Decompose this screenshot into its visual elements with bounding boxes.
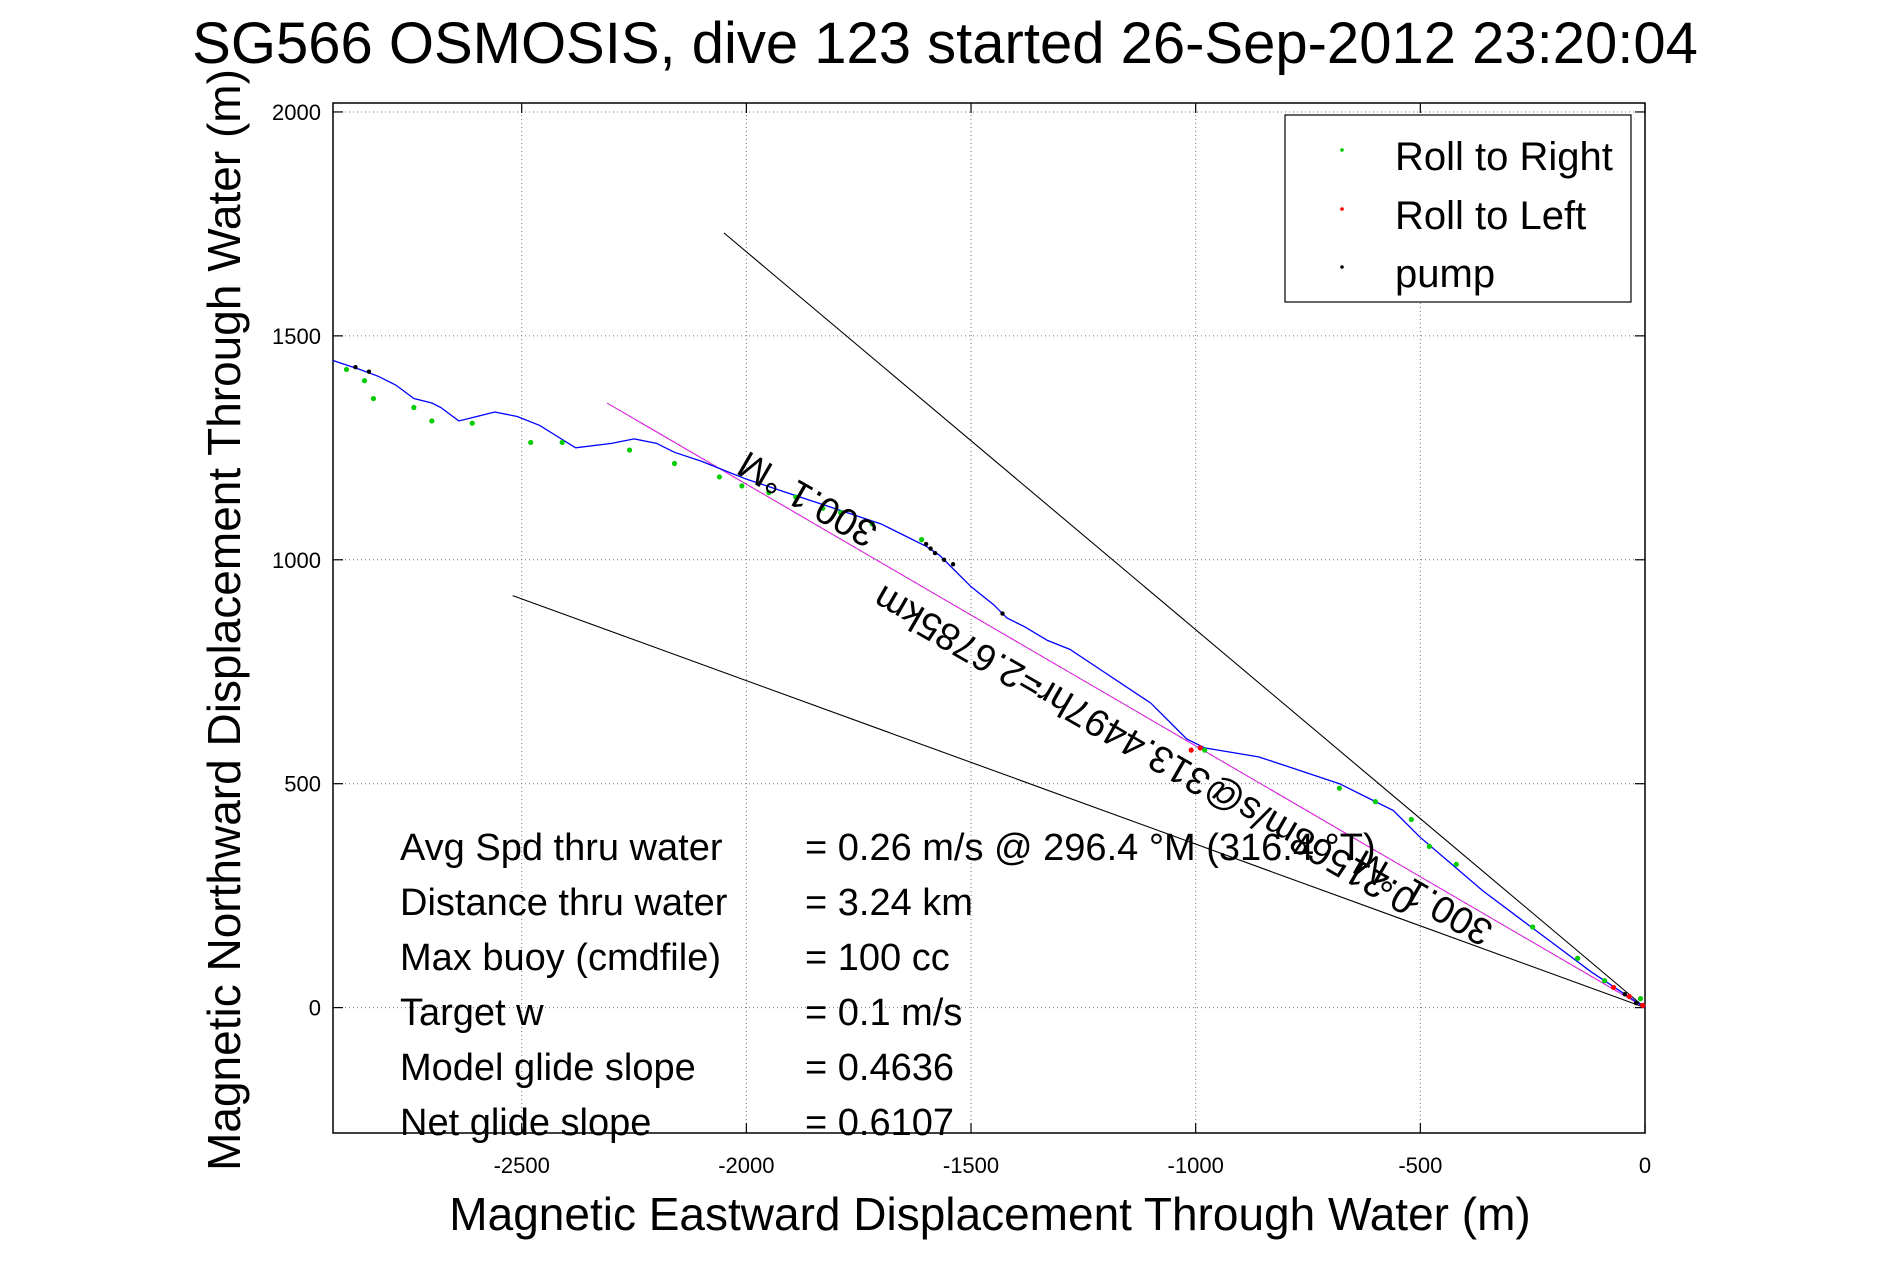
y-axis-label: Magnetic Northward Displacement Through …: [198, 69, 250, 1171]
roll-right-marker: [411, 404, 417, 411]
legend-label-pump: pump: [1395, 252, 1495, 296]
roll-right-marker: [1601, 978, 1608, 984]
roll-left-marker: [1610, 984, 1617, 991]
stat-distance-label: Distance thru water: [400, 882, 728, 924]
x-tick-label: -2500: [494, 1153, 550, 1178]
roll-left-marker: [1197, 745, 1203, 751]
roll-right-marker: [559, 439, 565, 446]
grid-lines: [333, 103, 1645, 1133]
pump-marker: [932, 550, 938, 556]
roll-right-marker: [469, 420, 475, 426]
y-tick-label: 500: [284, 772, 321, 797]
y-tick-label: 0: [309, 996, 321, 1021]
roll-right-marker: [1372, 799, 1379, 805]
roll-right-marker: [739, 483, 745, 489]
x-axis-label: Magnetic Eastward Displacement Through W…: [449, 1188, 1530, 1240]
x-tick-label: -500: [1398, 1153, 1442, 1178]
stat-max-buoy-label: Max buoy (cmdfile): [400, 937, 721, 979]
x-tick-label: -1000: [1168, 1153, 1224, 1178]
marker-layer: [343, 365, 1646, 1008]
dive-track-line: [332, 359, 1646, 1009]
roll-left-marker: [1640, 1002, 1646, 1008]
roll-right-marker: [429, 418, 435, 424]
roll-right-marker: [793, 494, 799, 500]
axis-ticks: -2500 -2000 -1500 -1000 -500 0 0 500 1000 1500 200…: [272, 100, 1651, 1178]
roll-right-marker: [370, 395, 377, 402]
pump-marker: [941, 557, 947, 562]
stat-net-glide-label: Net glide slope: [400, 1102, 651, 1144]
roll-right-marker: [361, 378, 368, 384]
stat-avg-speed-value: = 0.26 m/s @ 296.4 °M (316.4 °T): [805, 827, 1376, 869]
pump-marker: [928, 546, 933, 551]
legend-label-roll-right: Roll to Right: [1395, 135, 1613, 179]
roll-left-marker: [1626, 993, 1632, 1000]
stat-net-glide-value: = 0.6107: [805, 1102, 954, 1144]
roll-right-marker: [1336, 785, 1343, 791]
pump-marker: [923, 541, 929, 547]
y-tick-label: 2000: [272, 100, 321, 125]
chart-title: SG566 OSMOSIS, dive 123 started 26-Sep-2…: [192, 11, 1698, 76]
pump-marker: [353, 365, 358, 370]
legend-marker-pump: [1340, 265, 1344, 269]
stat-distance-value: = 3.24 km: [805, 882, 973, 924]
x-tick-label: -2000: [718, 1153, 774, 1178]
roll-right-marker: [1408, 816, 1414, 823]
stat-max-buoy-value: = 100 cc: [805, 937, 950, 979]
reference-line: [723, 232, 1646, 1009]
pump-marker: [950, 562, 956, 567]
stat-model-glide-value: = 0.4636: [805, 1047, 954, 1089]
pump-marker: [1000, 611, 1005, 616]
x-tick-label: -1500: [943, 1153, 999, 1178]
stat-target-w-label: Target w: [400, 992, 544, 1034]
roll-right-marker: [1202, 747, 1208, 753]
roll-right-marker: [528, 439, 534, 446]
roll-right-marker: [838, 510, 844, 516]
roll-right-marker: [1530, 924, 1536, 930]
roll-right-marker: [1575, 955, 1581, 961]
legend-label-roll-left: Roll to Left: [1395, 194, 1586, 238]
roll-right-marker: [343, 366, 350, 373]
pump-marker: [1633, 1000, 1639, 1006]
stat-avg-speed-label: Avg Spd thru water: [400, 827, 723, 869]
legend-marker-roll-left: [1340, 207, 1344, 211]
pump-marker: [1622, 991, 1627, 997]
reference-lines: [512, 232, 1646, 1009]
roll-right-marker: [1426, 843, 1432, 849]
pump-marker: [366, 369, 372, 374]
x-tick-label: 0: [1639, 1153, 1651, 1178]
roll-right-marker: [671, 460, 678, 467]
stat-target-w-value: = 0.1 m/s: [805, 992, 962, 1034]
y-tick-label: 1500: [272, 324, 321, 349]
pump-marker: [1036, 682, 1041, 688]
dive-stats: Avg Spd thru water = 0.26 m/s @ 296.4 °M…: [400, 827, 1376, 1144]
legend: Roll to Right Roll to Left pump: [1284, 114, 1632, 303]
track-layer: [332, 359, 1646, 1009]
roll-left-marker: [1188, 747, 1194, 753]
y-tick-label: 1000: [272, 548, 321, 573]
roll-right-marker: [820, 505, 826, 511]
roll-right-marker: [869, 521, 875, 527]
roll-right-marker: [766, 490, 772, 496]
roll-right-marker: [716, 474, 723, 480]
reference-line: [606, 402, 1646, 1009]
legend-marker-roll-right: [1340, 148, 1344, 152]
roll-right-marker: [1453, 861, 1459, 867]
reference-line: [512, 595, 1646, 1009]
roll-right-marker: [1637, 996, 1644, 1002]
stat-model-glide-label: Model glide slope: [400, 1047, 696, 1089]
roll-right-marker: [919, 537, 925, 543]
roll-right-marker: [626, 447, 633, 453]
